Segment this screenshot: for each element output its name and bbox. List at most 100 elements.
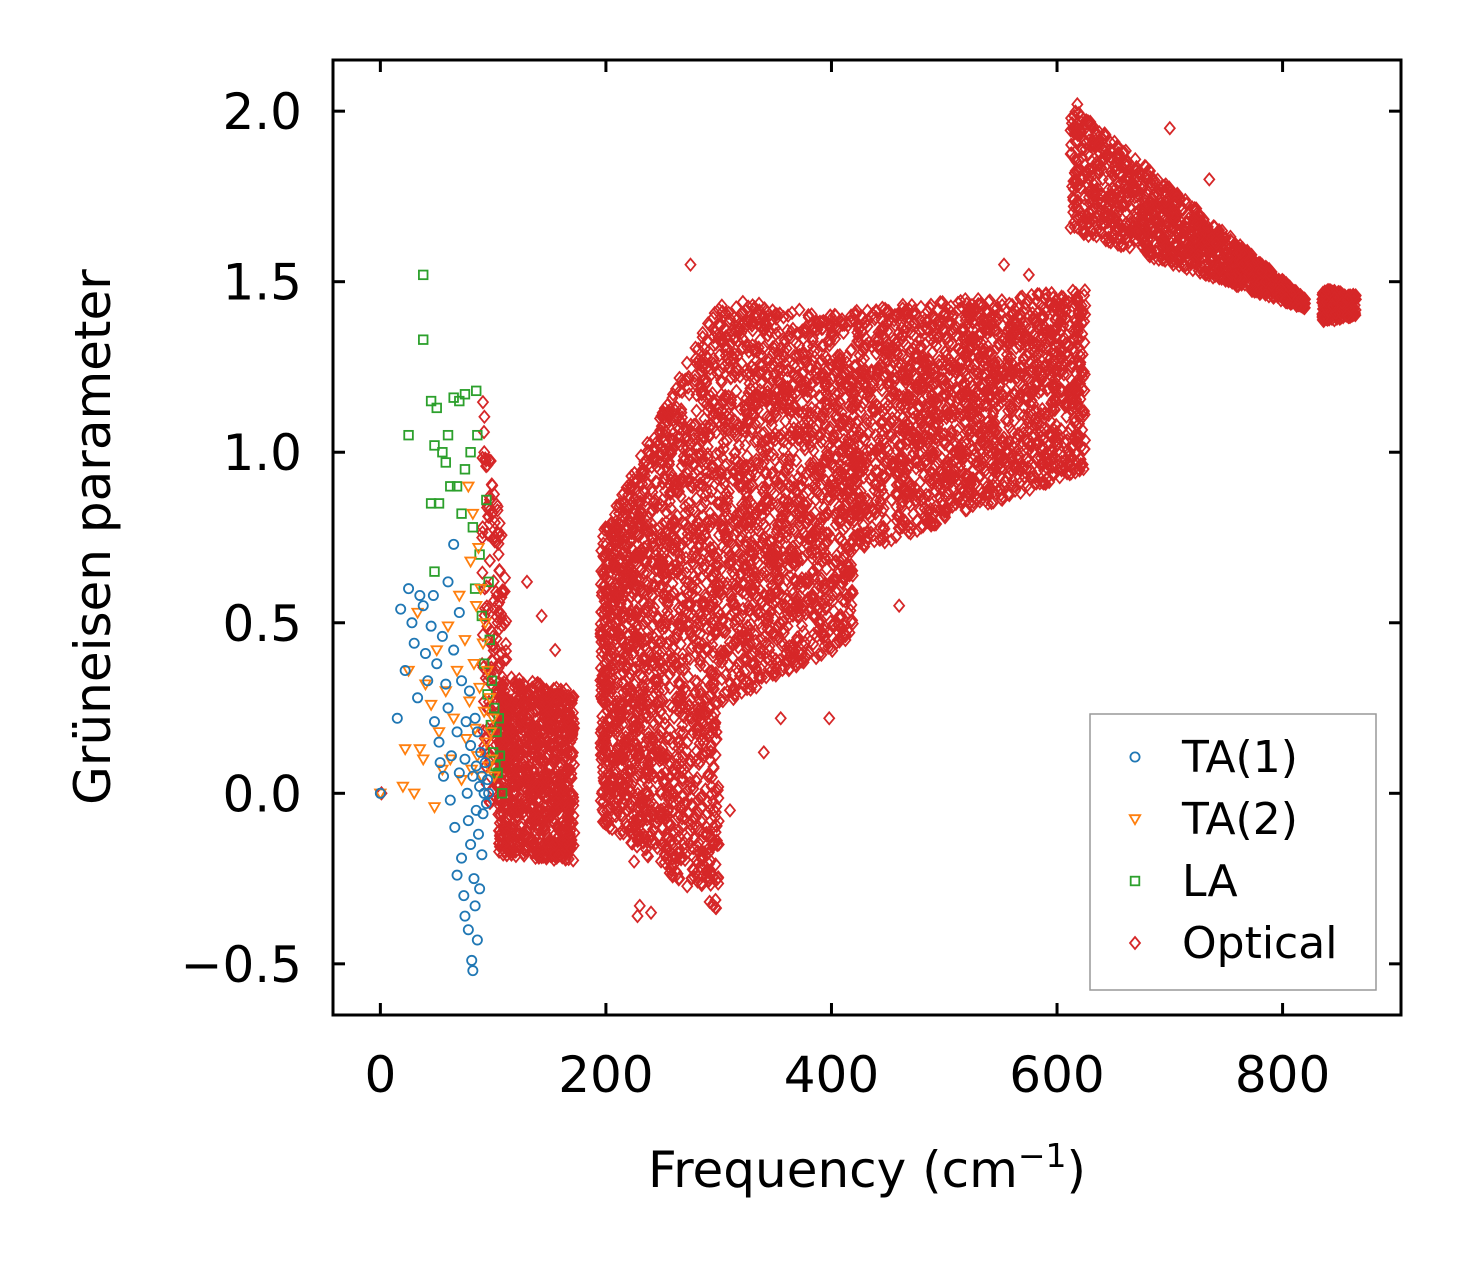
point-optical (636, 697, 649, 713)
point-optical (632, 812, 645, 828)
point-optical (631, 527, 645, 543)
point-optical (557, 780, 571, 796)
point-optical (644, 809, 657, 825)
point-optical (667, 584, 680, 600)
point-optical (519, 794, 532, 810)
point-optical (506, 842, 520, 858)
point-optical (634, 579, 647, 594)
point-optical (702, 728, 716, 744)
point-optical (504, 762, 518, 778)
point-optical (627, 472, 640, 488)
point-optical (541, 772, 555, 788)
point-optical (695, 379, 708, 395)
point-optical (559, 739, 573, 755)
point-optical (661, 730, 674, 746)
point-optical (615, 772, 628, 787)
point-optical (705, 621, 718, 637)
point-optical (527, 747, 540, 763)
point-optical (557, 751, 571, 767)
point-optical (481, 527, 495, 542)
point-optical (521, 715, 534, 731)
point-optical (665, 536, 678, 552)
point-optical (528, 810, 541, 826)
point-optical (691, 514, 704, 530)
point-optical (476, 450, 489, 466)
point-optical (647, 530, 660, 545)
point-optical (690, 490, 703, 506)
point-optical (668, 657, 682, 673)
point-optical (509, 752, 522, 768)
point-optical (650, 679, 663, 695)
point-optical (706, 897, 719, 913)
point-optical (548, 747, 562, 763)
point-optical (655, 439, 668, 455)
point-optical (598, 656, 611, 672)
point-optical (521, 729, 535, 745)
point-optical (492, 526, 505, 542)
point-optical (493, 594, 506, 610)
point-optical (594, 747, 607, 763)
point-optical (610, 562, 623, 578)
point-optical (560, 732, 573, 747)
point-optical (659, 773, 672, 788)
point-optical (686, 819, 699, 835)
point-optical (566, 748, 579, 764)
point-optical (535, 849, 548, 865)
point-optical (625, 835, 638, 851)
point-optical (520, 842, 533, 858)
point-optical (613, 585, 626, 601)
point-optical (707, 511, 720, 527)
point-optical (687, 427, 701, 443)
point-optical (525, 832, 538, 848)
point-optical (498, 584, 511, 599)
point-optical (552, 848, 566, 863)
point-optical (686, 457, 700, 473)
point-optical (604, 644, 617, 660)
point-optical (699, 782, 712, 797)
point-optical (556, 734, 569, 749)
point-optical (703, 427, 716, 442)
point-optical (613, 621, 627, 636)
point-optical (567, 808, 580, 824)
point-optical (692, 703, 705, 719)
point-optical (712, 876, 725, 891)
point-optical (703, 420, 716, 436)
point-optical (663, 445, 676, 460)
point-optical (677, 448, 691, 464)
point-optical (690, 773, 703, 789)
point-optical (601, 522, 615, 538)
point-optical (604, 799, 617, 815)
point-optical (685, 796, 698, 812)
point-optical (542, 782, 555, 798)
point-optical (603, 632, 616, 648)
point-optical (658, 660, 671, 676)
point-optical (614, 826, 627, 842)
point-optical (695, 648, 709, 663)
point-optical (693, 470, 707, 486)
point-optical (604, 614, 617, 630)
point-optical (700, 820, 713, 835)
point-optical (640, 565, 654, 581)
point-optical (706, 793, 720, 809)
point-optical (548, 837, 561, 852)
point-optical (688, 686, 701, 702)
point-optical (662, 589, 676, 605)
point-optical (687, 840, 700, 856)
point-optical (656, 563, 670, 579)
point-optical (676, 662, 690, 678)
point-optical (654, 768, 667, 784)
point-optical (632, 830, 646, 845)
point-optical (694, 530, 708, 546)
point-optical (661, 808, 674, 823)
point-optical (607, 720, 620, 736)
point-optical (515, 816, 529, 831)
point-optical (522, 698, 536, 714)
point-optical (685, 870, 698, 886)
point-optical (682, 502, 696, 518)
point-optical (701, 620, 714, 636)
point-optical (660, 504, 673, 520)
point-optical (601, 679, 615, 695)
point-optical (700, 483, 713, 499)
point-optical (486, 629, 500, 645)
